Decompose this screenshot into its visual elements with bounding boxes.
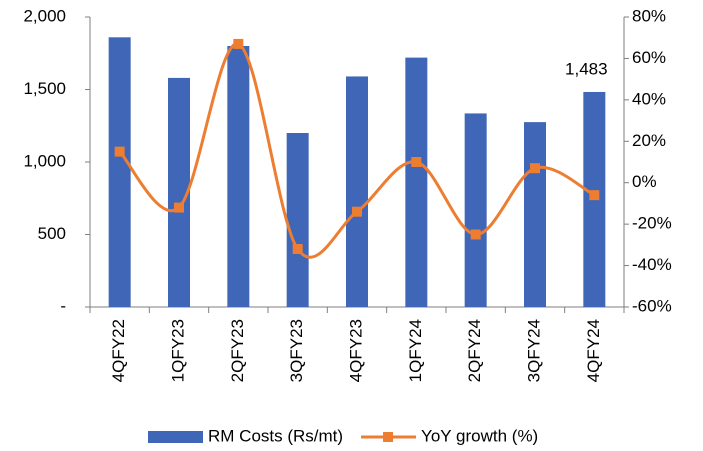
x-tick-label: 1QFY24 <box>406 319 425 382</box>
line-marker <box>470 229 481 240</box>
y-tick-label: 1,000 <box>23 151 66 170</box>
line-marker <box>530 163 540 174</box>
line-marker <box>352 206 362 217</box>
bar <box>464 113 487 307</box>
bar <box>108 37 131 308</box>
bar <box>168 77 190 308</box>
x-tick-label: 4QFY22 <box>109 319 128 382</box>
legend-swatch <box>383 432 394 442</box>
y-tick-label: 1,500 <box>23 79 66 98</box>
x-tick-label: 2QFY24 <box>465 319 484 382</box>
y-tick-label: 2,000 <box>23 6 66 25</box>
y-tick-label: 500 <box>38 224 66 243</box>
legend-label: YoY growth (%) <box>421 426 538 445</box>
x-tick-label: 3QFY24 <box>524 319 543 382</box>
x-tick-label: 4QFY24 <box>584 319 603 382</box>
y2-tick-label: 40% <box>632 89 666 108</box>
bar <box>524 122 546 307</box>
y2-tick-label: -60% <box>632 296 672 315</box>
y-tick-label: - <box>60 296 66 315</box>
x-tick-label: 3QFY23 <box>287 319 306 382</box>
line-marker <box>174 202 184 213</box>
line-marker <box>114 146 125 157</box>
x-tick-label: 2QFY23 <box>228 319 247 382</box>
y2-tick-label: 20% <box>632 131 666 150</box>
x-tick-label: 1QFY23 <box>168 319 187 382</box>
line-marker <box>589 190 600 201</box>
y2-tick-label: 60% <box>632 48 666 67</box>
y2-tick-label: -40% <box>632 255 672 274</box>
legend-swatch <box>148 431 203 443</box>
x-tick-label: 4QFY23 <box>346 319 365 382</box>
y2-tick-label: 80% <box>632 6 666 25</box>
line-marker <box>233 38 244 49</box>
line-marker <box>411 157 422 167</box>
bar <box>405 57 428 307</box>
bar <box>227 46 250 307</box>
y2-tick-label: 0% <box>632 172 657 191</box>
legend-label: RM Costs (Rs/mt) <box>208 426 343 445</box>
data-label: 1,483 <box>565 59 608 78</box>
bar <box>286 133 309 307</box>
line-marker <box>292 244 303 254</box>
bar <box>346 76 368 307</box>
line <box>118 42 596 259</box>
y2-tick-label: -20% <box>632 214 672 233</box>
